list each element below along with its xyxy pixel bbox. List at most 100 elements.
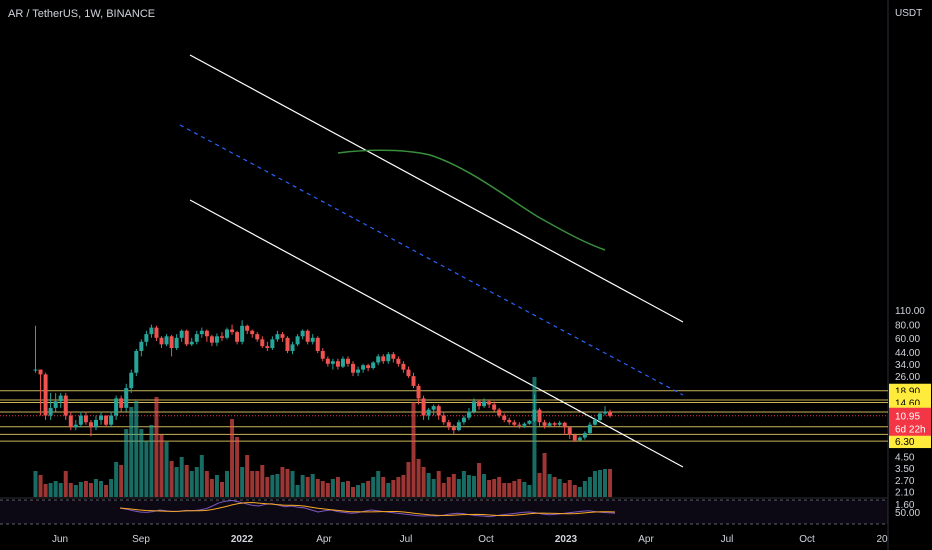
volume-bar <box>466 475 471 497</box>
volume-bar <box>340 482 345 497</box>
volume-bar <box>139 429 144 497</box>
candle-body <box>487 401 492 405</box>
candle-body <box>592 419 597 425</box>
candle-body <box>58 395 63 402</box>
volume-bar <box>401 475 406 497</box>
candle-body <box>320 350 325 359</box>
candle-body <box>295 336 300 345</box>
candle-body <box>471 401 476 412</box>
volume-bar <box>416 459 421 497</box>
price-tick-label: 26.00 <box>895 372 920 383</box>
candle-body <box>139 341 144 351</box>
volume-bar <box>280 467 285 497</box>
volume-bar <box>592 471 597 497</box>
volume-bar <box>154 397 159 497</box>
candle-body <box>366 365 371 369</box>
volume-bar <box>240 467 245 497</box>
candle-body <box>502 415 507 420</box>
volume-bar <box>396 477 401 497</box>
volume-bar <box>446 477 451 497</box>
volume-bar <box>552 477 557 497</box>
volume-bar <box>547 474 552 497</box>
candle-body <box>461 417 466 423</box>
volume-bar <box>471 476 476 497</box>
candle-body <box>189 341 194 345</box>
volume-bar <box>507 483 512 497</box>
candle-body <box>587 424 592 434</box>
volume-bar <box>255 471 260 497</box>
volume-bar <box>225 471 230 497</box>
candle-body <box>48 407 53 416</box>
candle-body <box>275 334 280 340</box>
candle-body <box>310 337 315 342</box>
volume-bar <box>104 485 109 497</box>
symbol-title: AR / TetherUS, 1W, BINANCE <box>8 8 156 20</box>
volume-bar <box>406 462 411 497</box>
candle-body <box>597 413 602 420</box>
candle-body <box>315 337 320 351</box>
volume-bar <box>582 481 587 497</box>
time-tick-label: Jun <box>52 534 68 545</box>
candle-body <box>230 329 235 333</box>
candle-body <box>169 336 174 349</box>
candle-body <box>608 411 613 416</box>
volume-bar <box>53 481 58 497</box>
time-tick-label: Apr <box>316 534 332 545</box>
candle-body <box>78 415 83 425</box>
volume-bar <box>230 419 235 497</box>
channel-lower-line <box>189 199 684 468</box>
volume-bar <box>426 473 431 497</box>
candle-body <box>53 401 58 408</box>
volume-bar <box>335 477 340 497</box>
volume-bar <box>436 471 441 497</box>
price-tick-label: 60.00 <box>895 334 920 345</box>
candle-body <box>381 356 386 362</box>
candle-body <box>285 337 290 351</box>
volume-bar <box>557 479 562 497</box>
channel-upper-line <box>189 54 684 323</box>
volume-bar <box>492 479 497 497</box>
volume-bar <box>300 475 305 497</box>
volume-bar <box>517 479 522 497</box>
candle-body <box>522 423 527 426</box>
candle-body <box>280 334 285 338</box>
candle-body <box>527 420 532 424</box>
volume-bar <box>68 483 73 497</box>
volume-bar <box>451 474 456 497</box>
channel-midline <box>179 124 684 396</box>
candle-body <box>225 329 230 338</box>
volume-bar <box>351 487 356 497</box>
volume-bar <box>194 467 199 497</box>
price-tick-label: 44.00 <box>895 348 920 359</box>
candle-body <box>114 398 119 416</box>
price-tick-label: 3.50 <box>895 464 915 475</box>
volume-bar <box>305 477 310 497</box>
rsi-band <box>0 500 888 524</box>
candle-body <box>38 369 43 375</box>
candle-body <box>552 423 557 425</box>
volume-bar <box>587 477 592 497</box>
candle-body <box>129 372 134 389</box>
currency-label: USDT <box>895 8 923 19</box>
volume-bar <box>527 485 532 497</box>
volume-bar <box>477 463 482 497</box>
volume-bar <box>411 402 416 497</box>
volume-bar <box>542 453 547 497</box>
candle-body <box>477 401 482 407</box>
volume-bar <box>99 481 104 497</box>
candle-body <box>517 424 522 426</box>
candle-body <box>174 337 179 349</box>
volume-bar <box>512 481 517 497</box>
candle-body <box>270 339 275 349</box>
volume-bar <box>562 483 567 497</box>
volume-bar <box>33 471 38 497</box>
volume-bar <box>345 481 350 497</box>
volume-bar <box>179 457 184 497</box>
volume-bar <box>275 474 280 497</box>
volume-bar <box>270 475 275 497</box>
candle-body <box>184 330 189 345</box>
volume-bar <box>164 442 169 497</box>
current-price-label-bg <box>889 407 931 436</box>
price-tick-label: 34.00 <box>895 360 920 371</box>
